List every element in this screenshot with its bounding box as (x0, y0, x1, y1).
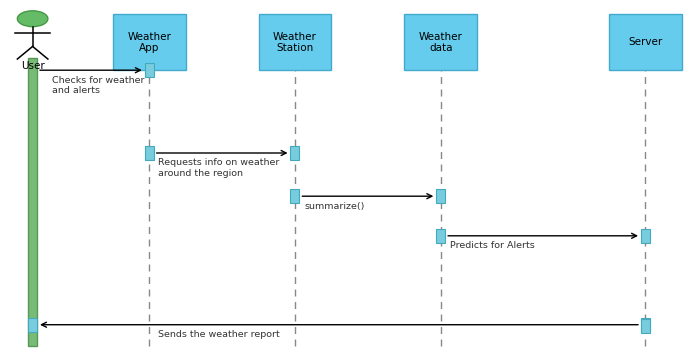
Bar (144, 146, 154, 160)
Bar (641, 319, 650, 333)
Text: Server: Server (628, 37, 663, 47)
Text: summarize(): summarize() (304, 202, 364, 211)
Bar (144, 63, 154, 77)
Text: Requests info on weather
around the region: Requests info on weather around the regi… (158, 158, 280, 178)
Bar (609, 14, 682, 70)
Text: Checks for weather
and alerts: Checks for weather and alerts (52, 76, 144, 95)
Text: Weather
App: Weather App (127, 31, 171, 53)
Text: Weather
data: Weather data (418, 31, 463, 53)
Bar (258, 14, 332, 70)
Bar (112, 14, 186, 70)
Text: User: User (21, 61, 44, 71)
Bar (404, 14, 477, 70)
Bar (436, 189, 446, 203)
Text: Weather
Station: Weather Station (273, 31, 317, 53)
Bar (290, 189, 299, 203)
Bar (290, 146, 299, 160)
Bar (436, 229, 446, 243)
Bar (641, 318, 650, 332)
Bar (28, 318, 37, 332)
Bar (641, 229, 650, 243)
Text: Sends the weather report: Sends the weather report (158, 330, 280, 339)
Circle shape (17, 11, 48, 27)
Bar (28, 58, 37, 346)
Text: Predicts for Alerts: Predicts for Alerts (450, 241, 534, 250)
